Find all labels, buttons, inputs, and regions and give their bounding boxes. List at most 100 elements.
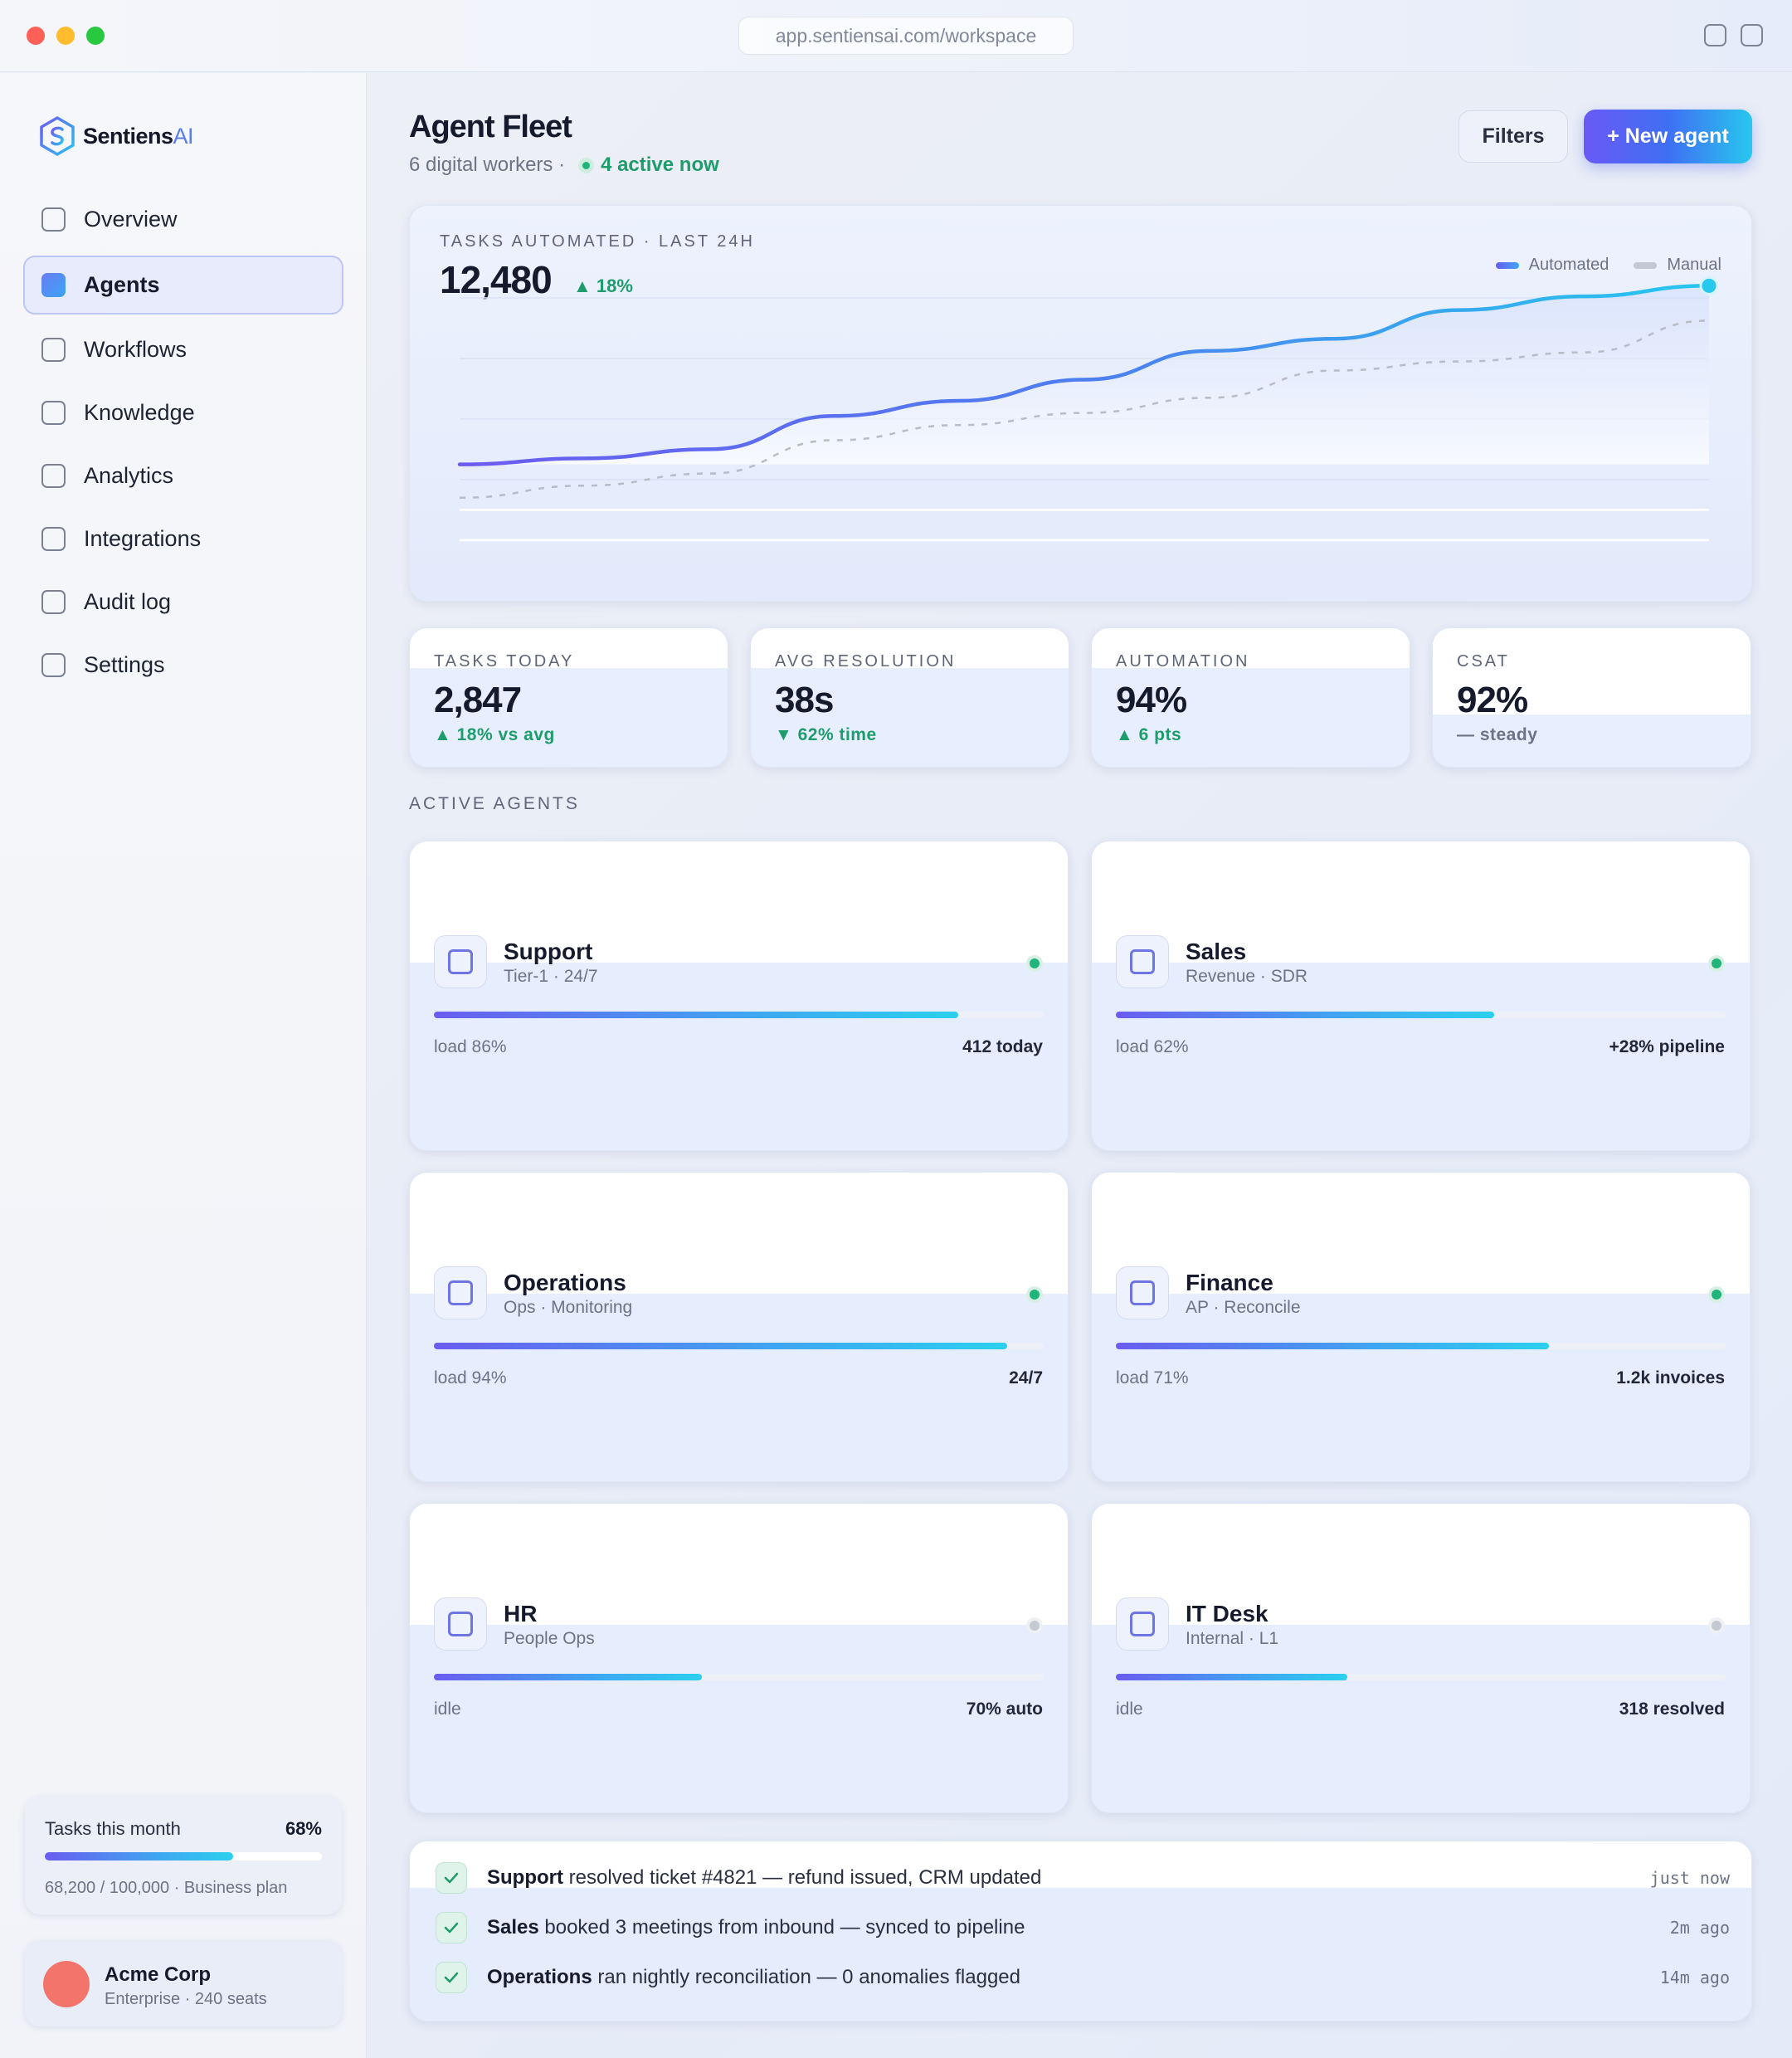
stat-delta: — steady	[1457, 725, 1538, 744]
sidebar-item-label: Analytics	[84, 463, 174, 488]
chart-delta: ▲ 18%	[573, 276, 633, 296]
window-tile-icon[interactable]	[1741, 24, 1763, 46]
account-switcher[interactable]: Acme Corp Enterprise · 240 seats	[25, 1940, 342, 2026]
agent-card-operations[interactable]: Operations Ops · Monitoring load 94% 24/…	[409, 1172, 1069, 1482]
sidebar-item-label: Knowledge	[84, 400, 195, 425]
stat-caption: CSAT	[1457, 652, 1510, 671]
sidebar-item-integrations[interactable]: Integrations	[23, 510, 343, 568]
usage-progress-fill	[45, 1852, 234, 1860]
sidebar-item-overview[interactable]: Overview	[23, 190, 343, 249]
agent-metric: 318 resolved	[1619, 1700, 1725, 1719]
agent-metric: 412 today	[962, 1037, 1043, 1056]
stat-delta: ▲ 6 pts	[1116, 725, 1182, 744]
check-icon	[436, 1862, 467, 1894]
brand[interactable]: SentiensAI	[38, 115, 194, 158]
automated-area	[460, 285, 1709, 465]
stat-value: 38s	[775, 680, 834, 720]
status-dot-icon	[1026, 1617, 1043, 1634]
minimize-window-button[interactable]	[56, 27, 75, 45]
sidebar: SentiensAI Overview Agents Workflows Kno…	[0, 73, 367, 2058]
stat-caption: TASKS TODAY	[434, 652, 575, 671]
agent-metric: 1.2k invoices	[1616, 1368, 1725, 1387]
agent-meta: Ops · Monitoring	[504, 1298, 633, 1317]
active-agents-heading: ACTIVE AGENTS	[409, 794, 580, 813]
agent-card-support[interactable]: Support Tier-1 · 24/7 load 86% 412 today	[409, 841, 1069, 1151]
sentiens-logo-icon	[40, 116, 75, 156]
feed-time: 2m ago	[1669, 1918, 1730, 1938]
load-bar-fill	[434, 1012, 959, 1018]
stat-card-tasks-today: TASKS TODAY 2,847 ▲ 18% vs avg	[409, 627, 728, 768]
load-bar-fill	[1116, 1343, 1549, 1349]
list-item[interactable]: Sales booked 3 meetings from inbound — s…	[436, 1911, 1730, 1944]
manual-series-line	[459, 319, 1710, 500]
page-subtitle: 6 digital workers · 4 active now	[409, 154, 719, 177]
agent-metric: 24/7	[1009, 1368, 1043, 1387]
sidebar-item-settings[interactable]: Settings	[23, 636, 343, 695]
agent-card-it-desk[interactable]: IT Desk Internal · L1 idle 318 resolved	[1091, 1503, 1751, 1813]
load-bar-fill	[1116, 1674, 1348, 1680]
active-status: 4 active now	[565, 154, 719, 177]
agent-icon	[434, 1266, 487, 1319]
feed-text: Support resolved ticket #4821 — refund i…	[487, 1866, 1042, 1889]
agent-icon	[434, 1597, 487, 1651]
sidebar-item-workflows[interactable]: Workflows	[23, 320, 343, 379]
stat-value: 92%	[1457, 680, 1528, 720]
chart-total-value: 12,480	[440, 258, 553, 301]
usage-percent: 68%	[285, 1818, 322, 1839]
stat-card-automation: AUTOMATION 94% ▲ 6 pts	[1091, 627, 1410, 768]
legend-automated-label: Automated	[1528, 256, 1609, 274]
active-dot-icon	[578, 157, 595, 173]
agent-card-sales[interactable]: Sales Revenue · SDR load 62% +28% pipeli…	[1091, 841, 1751, 1151]
usage-card: Tasks this month 68% 68,200 / 100,000 · …	[25, 1797, 342, 1914]
agent-card-finance[interactable]: Finance AP · Reconcile load 71% 1.2k inv…	[1091, 1172, 1751, 1482]
sidebar-item-agents[interactable]: Agents	[23, 256, 343, 315]
usage-label: Tasks this month	[45, 1818, 181, 1839]
agent-meta: Revenue · SDR	[1186, 967, 1308, 986]
check-icon	[436, 1962, 467, 1993]
filters-button[interactable]: Filters	[1458, 110, 1568, 163]
agent-name: Sales	[1186, 939, 1247, 964]
agent-meta: Internal · L1	[1186, 1629, 1279, 1648]
activity-feed: Support resolved ticket #4821 — refund i…	[409, 1841, 1752, 2021]
load-bar	[1116, 1012, 1726, 1018]
sidebar-item-label: Settings	[84, 652, 165, 677]
load-bar-fill	[434, 1343, 1007, 1349]
sidebar-item-label: Agents	[84, 272, 160, 297]
stat-caption: AUTOMATION	[1116, 652, 1250, 671]
browser-toolbar: app.sentiensai.com/workspace	[0, 0, 1792, 72]
feed-time: just now	[1649, 1868, 1730, 1888]
agents-icon	[41, 273, 66, 297]
agent-icon	[434, 935, 487, 988]
agent-load: load 62%	[1116, 1037, 1189, 1056]
workflows-icon	[41, 338, 66, 362]
new-agent-button[interactable]: + New agent	[1584, 110, 1752, 163]
usage-detail: 68,200 / 100,000 · Business plan	[45, 1879, 288, 1897]
feed-time: 14m ago	[1659, 1968, 1730, 1987]
sidebar-item-audit-log[interactable]: Audit log	[23, 573, 343, 632]
feed-text: Sales booked 3 meetings from inbound — s…	[487, 1916, 1025, 1939]
agent-name: Operations	[504, 1270, 626, 1295]
status-dot-icon	[1026, 1286, 1043, 1303]
load-bar	[434, 1012, 1044, 1018]
settings-icon	[41, 653, 66, 677]
agent-name: IT Desk	[1186, 1601, 1269, 1626]
list-item[interactable]: Operations ran nightly reconciliation — …	[436, 1961, 1730, 1994]
knowledge-icon	[41, 401, 66, 425]
agent-card-hr[interactable]: HR People Ops idle 70% auto	[409, 1503, 1069, 1813]
tasks-line-chart	[457, 276, 1719, 542]
stat-delta: ▼ 62% time	[775, 725, 877, 744]
list-item[interactable]: Support resolved ticket #4821 — refund i…	[436, 1861, 1730, 1895]
close-window-button[interactable]	[27, 27, 45, 45]
overview-icon	[41, 207, 66, 232]
agent-load: idle	[1116, 1700, 1143, 1719]
window-tile-icon[interactable]	[1704, 24, 1726, 46]
address-bar[interactable]: app.sentiensai.com/workspace	[738, 17, 1074, 55]
stat-caption: AVG RESOLUTION	[775, 652, 957, 671]
agent-load: idle	[434, 1700, 461, 1719]
maximize-window-button[interactable]	[86, 27, 105, 45]
sidebar-item-knowledge[interactable]: Knowledge	[23, 383, 343, 442]
agent-load: load 71%	[1116, 1368, 1189, 1387]
automated-endpoint-marker	[1699, 276, 1719, 295]
sidebar-item-analytics[interactable]: Analytics	[23, 446, 343, 505]
analytics-icon	[41, 464, 66, 488]
